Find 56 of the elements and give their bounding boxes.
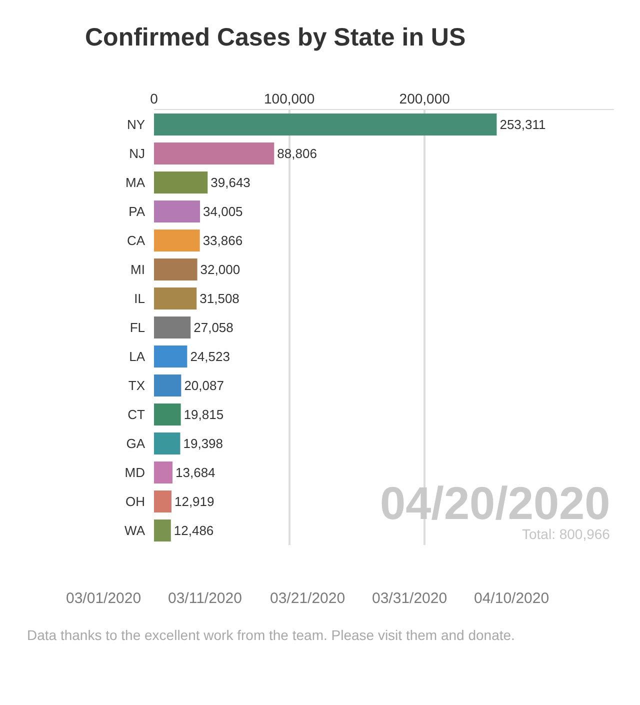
text: 03/21/2020 — [270, 590, 346, 607]
y-tick-label: MI — [130, 262, 145, 278]
data-label: 20,087 — [184, 378, 224, 393]
data-label: 19,398 — [183, 436, 224, 451]
y-tick-label: CA — [126, 233, 146, 248]
y-tick-label: TX — [128, 378, 146, 394]
y-tick-label: IL — [134, 291, 145, 306]
chart-title: Confirmed Cases by State in US — [85, 24, 466, 52]
bar — [154, 461, 173, 484]
data-label: 24,523 — [190, 349, 230, 364]
data-label: 31,508 — [200, 291, 240, 306]
y-tick-label: CT — [128, 407, 146, 422]
bar — [154, 345, 188, 368]
bar — [154, 200, 200, 223]
x-tick-label: 100,000 — [264, 90, 315, 106]
data-label: 253,311 — [500, 117, 546, 132]
data-label: 12,919 — [174, 494, 214, 509]
y-tick-label: NY — [126, 117, 146, 132]
data-label: 33,866 — [202, 233, 243, 248]
data-label: 12,486 — [174, 523, 214, 538]
data-label: 19,815 — [184, 407, 224, 422]
y-tick-label: MA — [126, 175, 146, 190]
bar — [154, 229, 200, 252]
y-tick-label: PA — [128, 204, 146, 220]
x-tick-label: 0 — [150, 90, 158, 106]
text: 04/10/2020 — [474, 590, 550, 607]
annotation: Total: 800,966 — [522, 526, 610, 542]
data-label: 27,058 — [194, 320, 234, 335]
bar — [154, 113, 497, 136]
bar — [154, 142, 274, 165]
bar — [154, 403, 181, 426]
data-label: 88,806 — [277, 146, 317, 161]
bar — [154, 258, 198, 281]
bar — [154, 490, 172, 513]
bar — [154, 374, 182, 397]
text: 03/01/2020 — [66, 590, 142, 607]
bar — [154, 432, 180, 455]
y-tick-label: GA — [126, 436, 146, 452]
text: 03/11/2020 — [168, 590, 242, 607]
x-tick-label: 200,000 — [399, 90, 450, 106]
bar — [154, 519, 171, 542]
data-label: 32,000 — [200, 262, 240, 277]
text: 03/31/2020 — [372, 590, 448, 607]
data-label: 39,643 — [210, 175, 250, 190]
y-tick-label: OH — [126, 494, 145, 510]
bar — [154, 316, 191, 339]
y-tick-label: FL — [130, 320, 145, 336]
y-tick-label: LA — [129, 349, 146, 364]
text: Data thanks to the excellent work from the team. Please visit them and donate. — [27, 627, 515, 643]
y-tick-label: NJ — [129, 146, 145, 162]
y-tick-label: MD — [124, 465, 145, 480]
y-tick-label: WA — [124, 523, 146, 538]
data-label: 34,005 — [203, 204, 243, 219]
bar — [154, 171, 208, 194]
data-label: 13,684 — [176, 465, 216, 480]
bar — [154, 287, 197, 310]
